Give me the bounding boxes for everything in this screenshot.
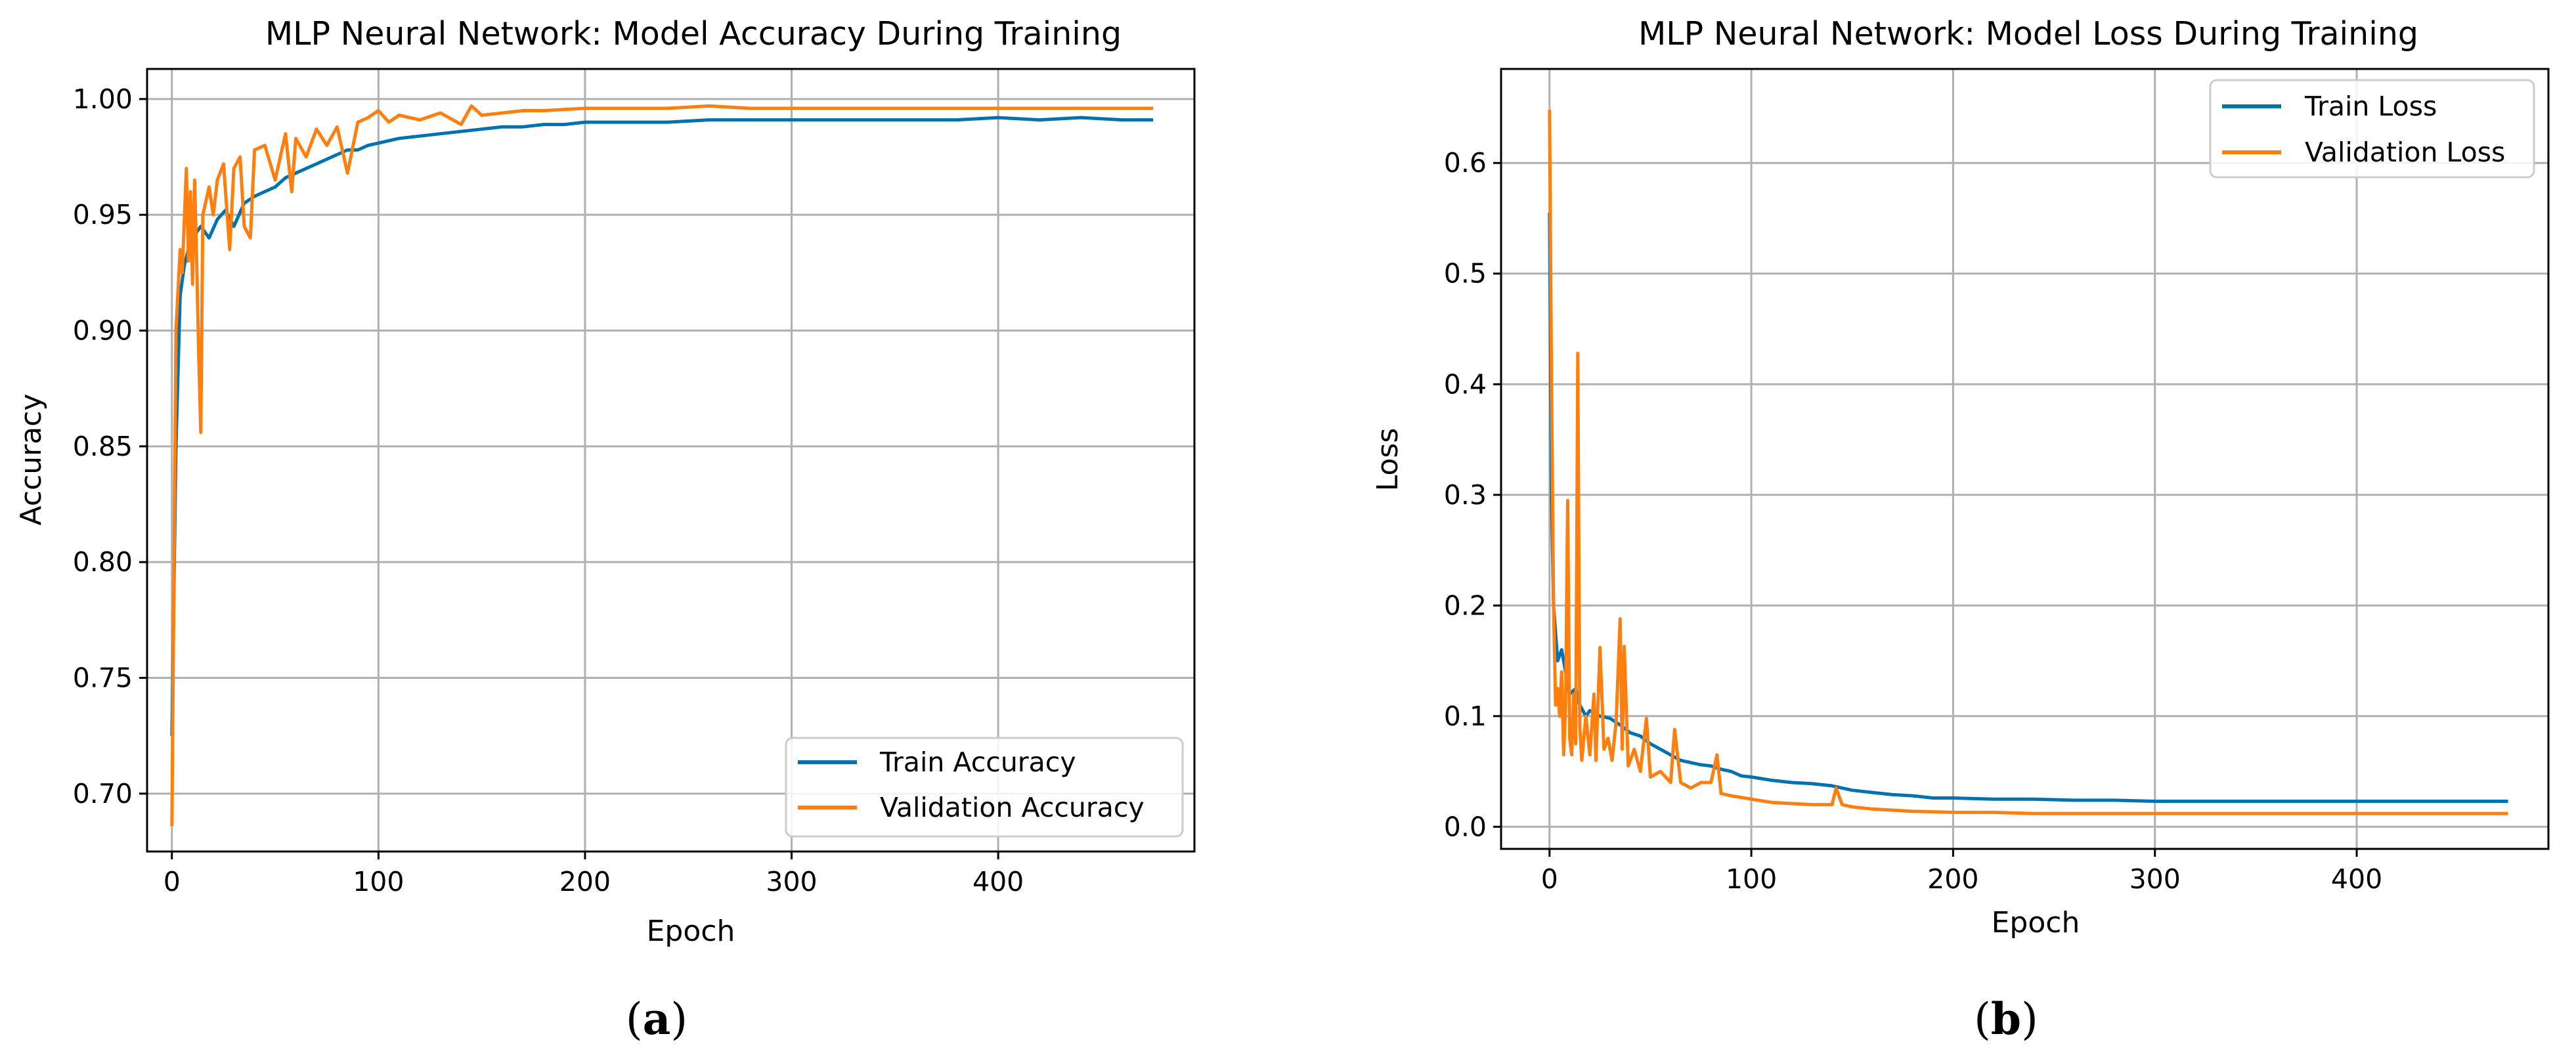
chart-a-xtick-label: 300 (766, 866, 817, 897)
chart-a-xlabel: Epoch (647, 915, 735, 948)
chart-b-legend-validation-label: Validation Loss (2305, 137, 2505, 168)
chart-a-ylabel: Accuracy (14, 394, 48, 526)
caption-b: (b) (1974, 993, 2038, 1045)
chart-a-ytick-label: 0.95 (73, 199, 133, 230)
chart-a-ytick-label: 0.75 (73, 662, 133, 694)
chart-b-xticks: 0 100 200 300 400 (1541, 849, 2382, 895)
chart-a-xticks: 0 100 200 300 400 (164, 852, 1024, 897)
chart-a-yticks: 0.70 0.75 0.80 0.85 0.90 0.95 1.00 (73, 83, 147, 809)
chart-a-ytick-label: 0.90 (73, 315, 133, 347)
chart-a-frame (146, 68, 1196, 853)
chart-b-ylabel: Loss (1371, 428, 1405, 492)
chart-a-ytick-label: 0.85 (73, 431, 133, 462)
chart-b-ytick-label: 0.2 (1444, 590, 1487, 621)
chart-a-series (170, 104, 1154, 827)
chart-b-xtick-label: 400 (2331, 863, 2382, 895)
chart-b-ytick-label: 0.0 (1444, 811, 1487, 842)
chart-a-ytick-label: 0.80 (73, 546, 133, 578)
chart-b-xlabel: Epoch (1992, 906, 2080, 939)
chart-a: MLP Neural Network: Model Accuracy Durin… (14, 15, 1196, 948)
chart-b-series-train-loss (1548, 213, 2508, 803)
chart-b-xtick-label: 200 (1927, 863, 1978, 895)
chart-b-title: MLP Neural Network: Model Loss During Tr… (1638, 15, 2418, 53)
chart-a-ytick-label: 1.00 (73, 83, 133, 115)
chart-b-xtick-label: 100 (1726, 863, 1777, 895)
chart-a-ytick-label: 0.70 (73, 778, 133, 809)
chart-a-title: MLP Neural Network: Model Accuracy Durin… (265, 15, 1122, 53)
chart-b-legend-box (2209, 79, 2535, 179)
chart-b-ytick-label: 0.3 (1444, 479, 1487, 511)
chart-b-xtick-label: 0 (1541, 863, 1558, 895)
chart-a-series-validation-accuracy (170, 104, 1154, 827)
chart-a-legend-train-label: Train Accuracy (879, 746, 1076, 778)
chart-b-series (1548, 110, 2508, 815)
chart-a-xtick-label: 0 (164, 866, 181, 897)
chart-a-series-train-accuracy (170, 116, 1154, 736)
chart-b-ytick-label: 0.4 (1444, 368, 1487, 400)
chart-b-ytick-label: 0.6 (1444, 147, 1487, 179)
chart-b-xtick-label: 300 (2129, 863, 2181, 895)
chart-a-grid (147, 69, 1194, 852)
chart-a-legend: Train Accuracy Validation Accuracy (785, 737, 1184, 838)
chart-b: MLP Neural Network: Model Loss During Tr… (1371, 15, 2550, 939)
chart-a-legend-validation-label: Validation Accuracy (880, 792, 1145, 823)
chart-b-yticks: 0.0 0.1 0.2 0.3 0.4 0.5 0.6 (1444, 147, 1501, 842)
chart-b-ytick-label: 0.5 (1444, 258, 1487, 290)
chart-b-legend: Train Loss Validation Loss (2209, 79, 2535, 179)
chart-a-xtick-label: 100 (353, 866, 404, 897)
chart-b-frame (1500, 68, 2550, 850)
chart-a-legend-box (785, 737, 1184, 838)
caption-a: (a) (626, 993, 688, 1045)
chart-b-series-validation-loss (1548, 110, 2508, 815)
chart-a-xtick-label: 200 (559, 866, 611, 897)
chart-b-ytick-label: 0.1 (1444, 701, 1487, 732)
chart-a-xtick-label: 400 (972, 866, 1024, 897)
chart-b-legend-train-label: Train Loss (2304, 91, 2437, 122)
